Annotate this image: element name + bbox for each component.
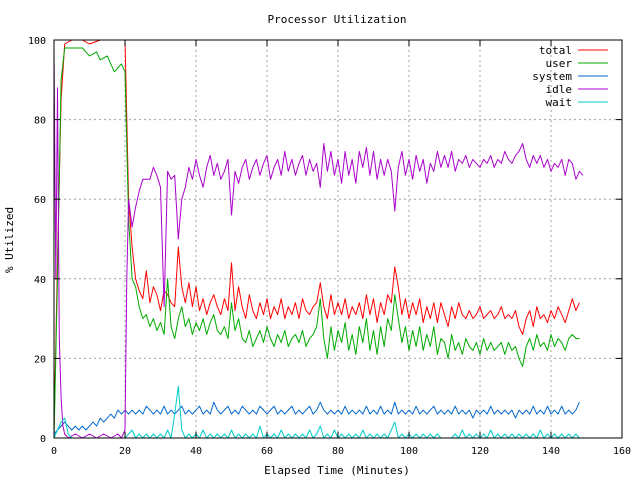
chart-ticks: 0 20 40 60 80 100 120 140 160 0 20 40 60 80 100 <box>28 36 631 457</box>
x-tick-label: 80 <box>332 446 344 457</box>
x-tick-label: 100 <box>400 446 418 457</box>
y-tick-label: 60 <box>34 195 46 206</box>
y-tick-label: 100 <box>28 36 46 47</box>
chart-title: Processor Utilization <box>267 13 406 26</box>
chart-series <box>53 39 584 439</box>
x-tick-label: 60 <box>261 446 273 457</box>
y-tick-label: 80 <box>34 116 46 127</box>
x-tick-label: 0 <box>51 446 57 457</box>
legend-label-wait: wait <box>546 96 573 109</box>
series-line-system <box>53 401 580 435</box>
chart-grid <box>54 40 622 438</box>
x-tick-label: 160 <box>613 446 631 457</box>
x-axis-label: Elapsed Time (Minutes) <box>264 464 410 477</box>
y-axis-label: % Utilized <box>3 207 16 273</box>
legend-label-total: total <box>539 44 572 57</box>
series-line-idle <box>53 47 584 439</box>
x-tick-label: 20 <box>119 446 131 457</box>
legend-label-user: user <box>546 57 573 70</box>
series-line-user <box>53 47 580 439</box>
series-line-wait <box>53 385 580 439</box>
x-tick-label: 120 <box>471 446 489 457</box>
x-tick-label: 140 <box>542 446 560 457</box>
y-tick-label: 0 <box>40 434 46 445</box>
legend-label-idle: idle <box>546 83 573 96</box>
series-line-total <box>53 39 580 435</box>
legend-label-system: system <box>532 70 572 83</box>
y-tick-label: 20 <box>34 354 46 365</box>
x-tick-label: 40 <box>190 446 202 457</box>
y-tick-label: 40 <box>34 275 46 286</box>
